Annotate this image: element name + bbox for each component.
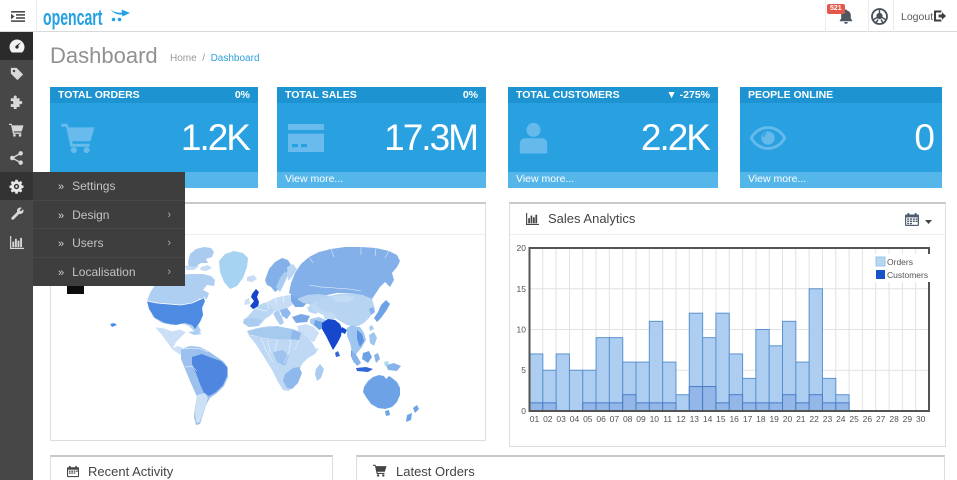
svg-text:23: 23 [823, 414, 833, 424]
svg-text:Customers: Customers [887, 270, 928, 280]
svg-text:19: 19 [769, 414, 779, 424]
svg-text:20: 20 [517, 243, 527, 253]
svg-text:28: 28 [889, 414, 899, 424]
svg-text:09: 09 [636, 414, 646, 424]
svg-text:26: 26 [863, 414, 873, 424]
svg-text:15: 15 [517, 284, 527, 294]
svg-text:5: 5 [521, 365, 526, 375]
svg-text:03: 03 [556, 414, 566, 424]
svg-text:10: 10 [650, 414, 660, 424]
svg-text:22: 22 [809, 414, 819, 424]
svg-text:01: 01 [530, 414, 540, 424]
svg-text:27: 27 [876, 414, 886, 424]
svg-text:25: 25 [849, 414, 859, 424]
svg-text:0: 0 [521, 406, 526, 416]
svg-text:17: 17 [743, 414, 753, 424]
svg-text:02: 02 [543, 414, 553, 424]
svg-text:21: 21 [796, 414, 806, 424]
svg-text:12: 12 [676, 414, 686, 424]
svg-text:06: 06 [596, 414, 606, 424]
svg-text:18: 18 [756, 414, 766, 424]
svg-text:24: 24 [836, 414, 846, 424]
svg-text:16: 16 [729, 414, 739, 424]
svg-text:08: 08 [623, 414, 633, 424]
svg-text:20: 20 [783, 414, 793, 424]
svg-text:07: 07 [610, 414, 620, 424]
svg-text:14: 14 [703, 414, 713, 424]
svg-text:15: 15 [716, 414, 726, 424]
svg-text:10: 10 [517, 325, 527, 335]
svg-text:05: 05 [583, 414, 593, 424]
svg-text:29: 29 [903, 414, 913, 424]
svg-text:30: 30 [916, 414, 926, 424]
svg-text:Orders: Orders [887, 257, 913, 267]
svg-text:11: 11 [663, 414, 672, 424]
svg-text:04: 04 [570, 414, 580, 424]
svg-text:13: 13 [690, 414, 700, 424]
